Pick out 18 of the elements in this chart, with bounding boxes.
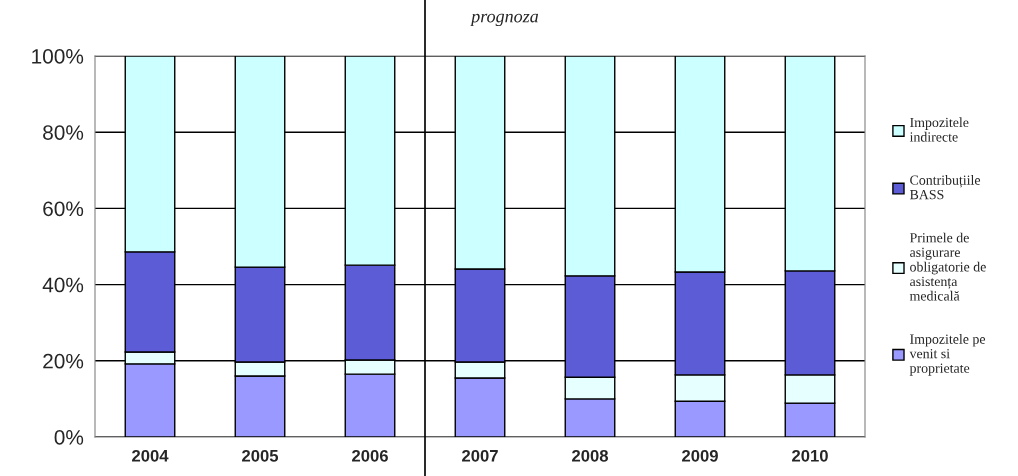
x-tick-label: 2005 — [242, 449, 279, 462]
text: prognoza — [470, 13, 539, 27]
y-tick-label: 20% — [43, 353, 84, 369]
legend-label: Primele de asigurare obligatorie de asistența medicală — [909, 232, 986, 301]
x-tick-label: 2006 — [352, 449, 388, 462]
x-tick-label: 2008 — [572, 449, 609, 462]
x-tick-label: 2007 — [462, 449, 498, 462]
y-tick-label: 60% — [43, 201, 84, 217]
x-tick-label: 2010 — [792, 449, 828, 462]
y-tick-label: 40% — [42, 277, 84, 293]
x-tick-label: 2009 — [682, 449, 718, 462]
y-tick-label: 100% — [32, 49, 84, 64]
legend-label: Contribuțiile BASS — [909, 175, 981, 200]
legend-label: Impozitele indirecte — [909, 117, 969, 142]
y-tick-label: 0% — [54, 430, 84, 445]
x-tick-label: 2004 — [132, 449, 169, 462]
y-tick-label: 80% — [43, 125, 84, 140]
legend-label: Impozitele pe venit si proprietate — [909, 334, 986, 376]
